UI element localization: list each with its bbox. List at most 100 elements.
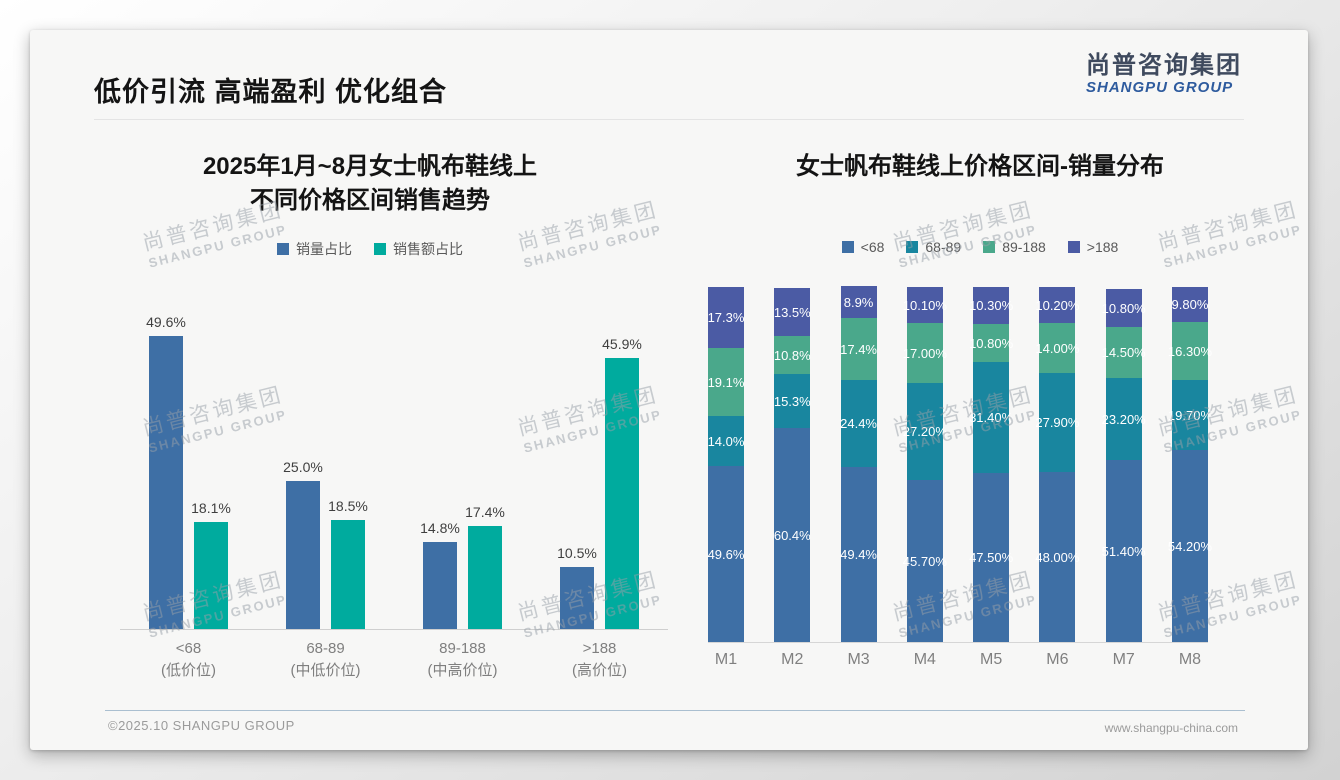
footer-website: www.shangpu-china.com [1104,721,1238,735]
legend-item: 89-188 [983,239,1046,255]
segment-value-label: 10.20% [1035,297,1080,313]
stacked-bar-M8: 9.80% 16.30% 19.70% 54.20% [1168,287,1212,642]
stack-segment-89-188: 14.50% [1102,327,1146,378]
stack-segment->188: 10.20% [1035,287,1079,323]
stacked-bar-M2: 13.5% 10.8% 15.3% 60.4% [773,288,811,642]
stacked-bar-M3: 8.9% 17.4% 24.4% 49.4% [840,286,877,642]
legend-swatch-icon [277,243,289,255]
stack-segment-<68: 51.40% [1102,460,1146,642]
bar-value-label: 17.4% [465,504,505,520]
legend-swatch-icon [906,241,919,253]
bar-销量占比: 25.0% [283,459,323,629]
legend-label: <68 [860,239,885,255]
bar-销量占比: 10.5% [557,545,597,629]
x-axis-label: 89-188 (中高价位) [394,638,531,682]
stack-segment-89-188: 16.30% [1168,322,1212,380]
logo-text-en: SHANGPU GROUP [1086,79,1234,96]
x-axis-label-tier: (低价位) [161,662,216,679]
legend-item: <68 [841,239,885,255]
stack-segment-<68: 49.4% [840,467,877,642]
segment-value-label: 17.4% [840,341,877,357]
segment-value-label: 14.0% [707,433,745,449]
left-chart-title-line2: 不同价格区间销售趋势 [250,187,490,214]
segment-value-label: 15.3% [773,393,811,409]
segment-value-label: 51.40% [1101,543,1146,559]
bar-group: 25.0% 18.5% [257,459,394,629]
x-axis-label-month: M7 [1112,651,1135,668]
bar-销售额占比: 18.5% [328,498,368,629]
stacked-bar-M1: 17.3% 19.1% 14.0% 49.6% [708,287,744,642]
segment-value-label: 19.70% [1167,407,1213,423]
segment-value-label: 10.80% [1101,300,1146,316]
legend-item: >188 [1067,239,1118,255]
bar-value-label: 45.9% [602,336,642,352]
legend-label: 销量占比 [296,241,352,257]
bar-value-label: 18.5% [328,498,368,514]
segment-value-label: 10.80% [969,335,1014,351]
x-axis-label-month: M6 [1046,651,1069,668]
legend-swatch-icon [374,243,386,255]
stack-segment-89-188: 10.8% [774,336,811,374]
segment-value-label: 19.1% [707,374,745,390]
x-axis-label-tier: (中高价位) [427,662,498,679]
stacked-bar-M7: 10.80% 14.50% 23.20% 51.40% [1102,289,1146,642]
left-chart-legend: 销量占比 销售额占比 [90,239,650,259]
bar-value-label: 14.8% [420,520,460,536]
page-title: 低价引流 高端盈利 优化组合 [94,77,448,107]
stack-segment->188: 10.10% [903,287,947,323]
segment-value-label: 10.30% [969,298,1014,313]
segment-value-label: 10.10% [902,297,947,313]
left-chart-title: 2025年1月~8月女士帆布鞋线上 不同价格区间销售趋势 [90,150,650,218]
bar-value-label: 10.5% [557,545,597,561]
segment-value-label: 27.20% [902,424,947,439]
watermark: 尚普咨询集团 SHANGPU GROUP [890,198,1039,272]
segment-value-label: 14.50% [1101,345,1146,360]
stack-segment-<68: 48.00% [1035,472,1079,642]
bar-group: 10.5% 45.9% [531,336,668,629]
bar-group: 49.6% 18.1% [120,314,257,629]
x-axis-label-tier: (中低价位) [290,662,361,679]
logo: 尚普咨询集团 SHANGPU GROUP [1086,52,1242,96]
stack-segment-68-89: 14.0% [708,416,744,466]
segment-value-label: 49.6% [707,546,745,562]
bar-group: 14.8% 17.4% [394,504,531,629]
x-axis-label: 68-89 (中低价位) [257,638,394,682]
x-axis-label-month: M2 [781,651,804,668]
bar-销售额占比: 18.1% [191,500,231,629]
right-chart-legend: <68 68-89 89-188 >188 [720,239,1240,255]
x-axis-label-range: <68 [175,640,202,657]
segment-value-label: 17.3% [707,310,745,325]
segment-value-label: 60.4% [773,527,811,543]
x-axis-label-month: M3 [847,651,870,668]
stack-segment-68-89: 27.90% [1035,373,1079,472]
stack-segment-<68: 54.20% [1168,450,1212,642]
x-axis-label-month: M5 [980,651,1003,668]
stacked-bar-xaxis: M1 M2 M3 M4 M5 M6 M7 M8 [708,651,1208,669]
bar-value-label: 49.6% [146,314,186,330]
stack-segment->188: 9.80% [1172,287,1208,322]
segment-value-label: 13.5% [773,304,811,320]
footer-divider [105,710,1245,711]
grouped-bar-xaxis: <68 (低价位) 68-89 (中低价位) 89-188 (中高价位) >188 (高价位) [120,638,668,682]
legend-swatch-icon [1067,241,1080,253]
stack-segment-<68: 47.50% [969,473,1013,642]
x-axis-label-tier: (高价位) [572,662,627,679]
segment-value-label: 17.00% [902,345,947,361]
legend-item: 68-89 [906,239,961,255]
stack-segment->188: 10.80% [1102,289,1146,327]
legend-item: 销量占比 [277,239,352,259]
stacked-bar-M4: 10.10% 17.00% 27.20% 45.70% [903,287,947,642]
stack-segment->188: 10.30% [969,287,1013,324]
bar-value-label: 18.1% [191,500,231,516]
legend-label: 68-89 [925,239,962,255]
stack-segment-89-188: 10.80% [969,324,1013,362]
segment-value-label: 16.30% [1167,343,1213,359]
segment-value-label: 31.40% [969,410,1014,425]
stack-segment-89-188: 14.00% [1035,323,1079,373]
segment-value-label: 8.9% [843,294,874,310]
legend-swatch-icon [983,241,996,253]
grouped-bar-plot: 49.6% 18.1% 25.0% 18.5% 14.8% 17.4% 10.5% 45.9% [120,314,668,630]
bar-销售额占比: 45.9% [602,336,642,629]
legend-label: 89-188 [1002,239,1046,255]
